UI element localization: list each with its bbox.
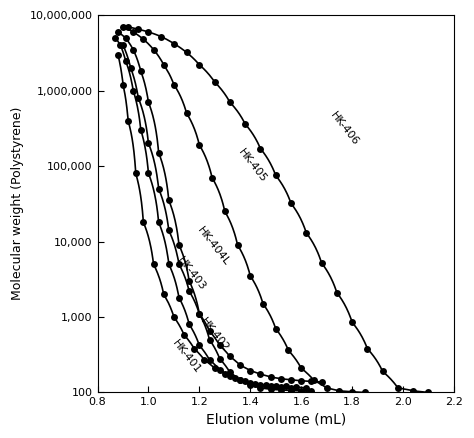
Y-axis label: Molecular weight (Polystyrene): Molecular weight (Polystyrene) — [11, 107, 24, 300]
Text: HK-401: HK-401 — [170, 338, 202, 375]
Text: HK-402: HK-402 — [198, 316, 230, 353]
Text: HK-405: HK-405 — [236, 148, 268, 185]
Text: HK-406: HK-406 — [328, 110, 360, 148]
X-axis label: Elution volume (mL): Elution volume (mL) — [206, 413, 346, 427]
Text: HK-403: HK-403 — [175, 255, 207, 293]
Text: HK-404L: HK-404L — [195, 225, 232, 268]
